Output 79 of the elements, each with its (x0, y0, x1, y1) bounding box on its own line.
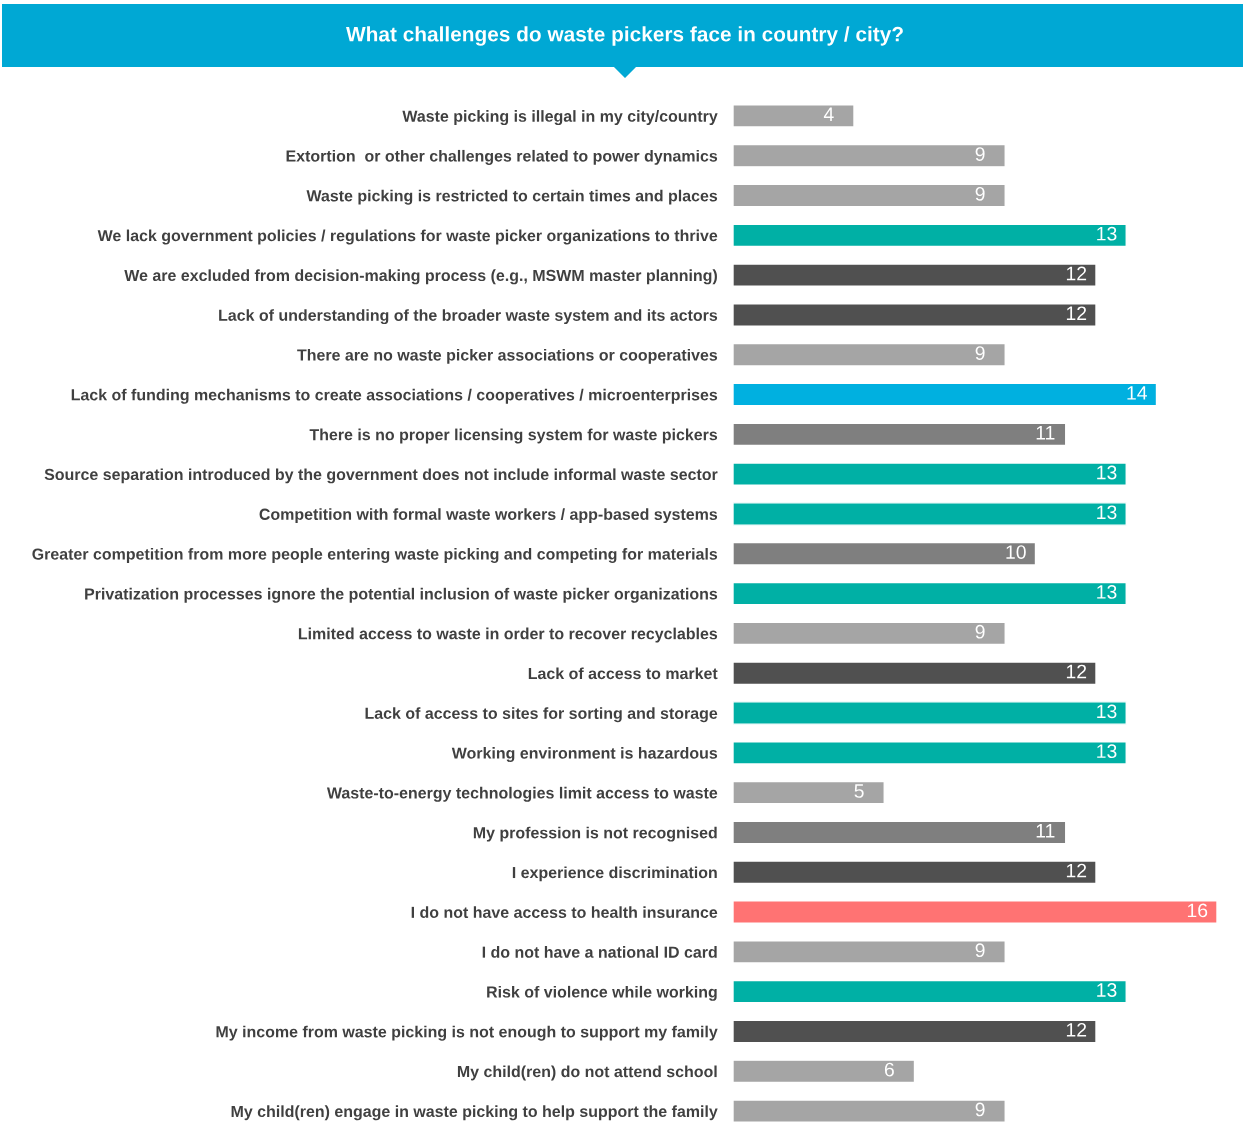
bar (733, 820, 1067, 845)
data-label: 6 (884, 1062, 894, 1077)
y-tick-label: Source separation introduced by the government does not include informal waste sector (44, 468, 718, 484)
bar (733, 740, 1127, 765)
data-label: 9 (975, 186, 985, 201)
data-label: 9 (975, 147, 985, 161)
bar (733, 263, 1097, 287)
y-tick-label: Risk of violence while working (487, 985, 717, 1001)
data-label: 12 (1066, 306, 1087, 320)
y-tick-label: Lack of funding mechanisms to create associations / cooperatives / microenterprises (71, 388, 718, 404)
data-label: 13 (1097, 744, 1117, 759)
data-label: 9 (975, 1102, 985, 1117)
y-tick-label: Lack of access to sites for sorting and storage (365, 707, 718, 723)
bar (733, 860, 1097, 885)
y-tick-label: I do not have a national ID card (482, 946, 717, 958)
bar (733, 143, 1006, 168)
y-tick-label: I do not have access to health insurance (411, 906, 718, 918)
y-tick-label: I experience discrimination (512, 866, 717, 882)
data-label: 12 (1066, 1022, 1087, 1037)
bar (733, 183, 1006, 208)
bar (733, 462, 1127, 487)
data-label: 13 (1097, 585, 1117, 599)
data-label: 11 (1036, 426, 1055, 440)
y-tick-label: Competition with formal waste workers / app-based systems (259, 508, 718, 524)
bar (733, 223, 1127, 248)
data-label: 13 (1097, 226, 1117, 241)
chart-title: What challenges do waste pickers face in country / city? (346, 26, 903, 46)
y-tick-label: Waste picking is illegal in my city/country (402, 110, 718, 126)
data-label: 9 (975, 624, 985, 639)
bar (733, 104, 855, 128)
data-label: 9 (975, 346, 985, 360)
bar (733, 502, 1127, 526)
bar (733, 701, 1127, 725)
y-tick-label: My income from waste picking is not enough to support my family (216, 1025, 718, 1041)
data-label: 5 (854, 784, 864, 798)
bar (733, 541, 1037, 566)
y-tick-label: We are excluded from decision-making process (e.g., MSWM master planning) (124, 269, 717, 285)
bar (733, 979, 1127, 1004)
y-tick-label: Greater competition from more people entering waste picking and competing for materials (32, 548, 718, 563)
y-tick-label: There are no waste picker associations or cooperatives (297, 348, 718, 364)
data-label: 13 (1097, 505, 1117, 520)
bar (733, 382, 1158, 407)
y-tick-label: There is no proper licensing system for waste pickers (309, 428, 718, 444)
data-label: 13 (1097, 704, 1117, 719)
bar (733, 422, 1067, 447)
bar (733, 342, 1006, 367)
data-label: 4 (823, 107, 834, 121)
bar (733, 303, 1097, 327)
y-tick-label: We lack government policies / regulations for waste picker organizations to thrive (97, 229, 718, 245)
y-tick-label: My profession is not recognised (473, 826, 717, 842)
data-label: 16 (1187, 903, 1208, 918)
bar (733, 900, 1217, 924)
data-label: 9 (975, 943, 985, 958)
y-tick-label: Lack of understanding of the broader waste system and its actors (219, 309, 718, 325)
y-tick-label: Waste picking is restricted to certain times and places (306, 189, 718, 205)
y-tick-label: My child(ren) engage in waste picking to help support the family (231, 1105, 718, 1121)
data-label: 12 (1066, 863, 1087, 878)
bar (733, 1059, 916, 1084)
y-tick-label: Lack of access to market (528, 667, 718, 680)
data-label: 10 (1006, 545, 1026, 560)
y-tick-label: Working environment is hazardous (451, 747, 718, 762)
bar (733, 661, 1097, 686)
y-tick-label: My child(ren) do not attend school (457, 1065, 717, 1081)
bar (733, 1099, 1006, 1123)
data-label: 12 (1066, 664, 1087, 679)
data-label: 13 (1097, 983, 1117, 997)
y-tick-label: Privatization processes ignore the potential inclusion of waste picker organizations (85, 587, 718, 603)
data-label: 12 (1066, 266, 1087, 281)
data-label: 13 (1097, 465, 1117, 480)
y-tick-label: Extortion or other challenges related to power dynamics (286, 149, 718, 165)
bar (733, 581, 1127, 606)
y-tick-label: Waste-to-energy technologies limit access to waste (326, 786, 718, 802)
data-label: 11 (1036, 824, 1055, 838)
data-label: 14 (1127, 386, 1147, 400)
bar (733, 621, 1006, 646)
bar (733, 780, 885, 805)
bar (733, 1019, 1097, 1044)
bar (733, 940, 1006, 964)
y-tick-label: Limited access to waste in order to recover recyclables (298, 627, 718, 643)
